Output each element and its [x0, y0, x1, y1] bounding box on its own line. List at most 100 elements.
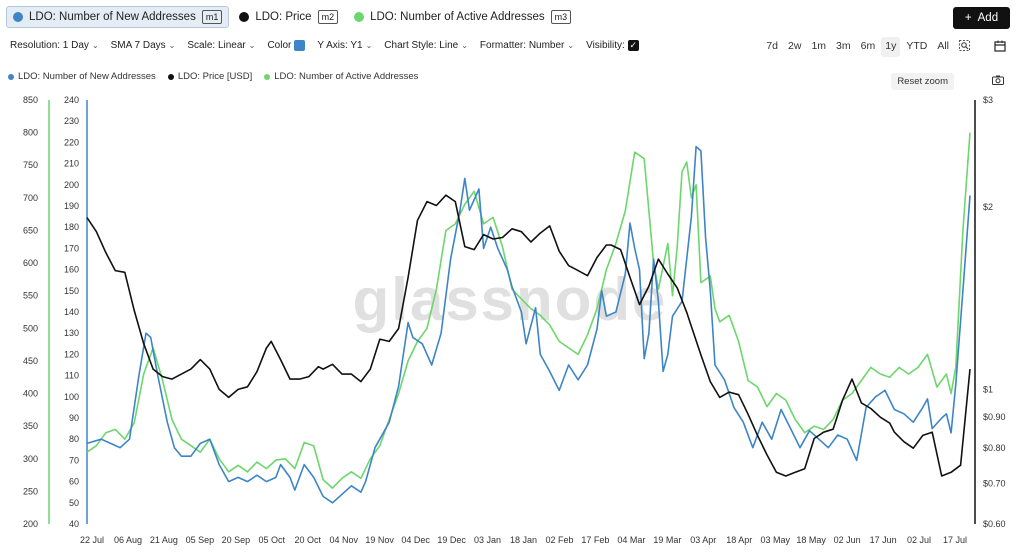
x-tick-label: 20 Sep: [222, 535, 251, 545]
y-tick-new: 90: [69, 413, 79, 423]
metric-tab-label: LDO: Number of New Addresses: [29, 11, 196, 23]
series-line-price: [86, 194, 971, 477]
y-tick-price: $0.60: [983, 519, 1006, 529]
y-tick-new: 190: [64, 201, 79, 211]
y-tick-new: 100: [64, 392, 79, 402]
legend-label: LDO: Number of New Addresses: [18, 71, 156, 82]
y-tick-active: 400: [23, 389, 38, 399]
y-tick-active: 700: [23, 193, 38, 203]
chart-style-dropdown[interactable]: Chart Style: Line ⌄: [384, 40, 468, 51]
x-tick-label: 05 Oct: [259, 535, 286, 545]
metric-tab-price[interactable]: LDO: Price m2: [233, 6, 344, 28]
legend-dot: [8, 73, 14, 80]
y-tick-active: 450: [23, 356, 38, 366]
x-tick-label: 22 Jul: [80, 535, 104, 545]
chevron-down-icon: ⌄: [248, 41, 256, 50]
y-tick-active: 200: [23, 519, 38, 529]
legend-dot: [167, 73, 174, 80]
y-tick-new: 130: [64, 328, 79, 338]
range-1y[interactable]: 1y: [881, 37, 901, 57]
y-tick-active: 850: [23, 95, 38, 105]
color-picker[interactable]: Color: [267, 40, 306, 51]
y-tick-active: 600: [23, 258, 38, 268]
x-tick-label: 18 Apr: [726, 535, 752, 545]
y-tick-active: 350: [23, 421, 38, 431]
x-tick-label: 03 Apr: [690, 535, 716, 545]
scale-dropdown[interactable]: Scale: Linear ⌄: [187, 40, 255, 51]
y-tick-new: 60: [69, 477, 79, 487]
metric-badge: m1: [201, 10, 223, 24]
metric-color-dot: [13, 12, 23, 22]
calendar-icon[interactable]: [994, 40, 1006, 52]
y-tick-active: 300: [23, 454, 38, 464]
y-tick-price: $3: [983, 95, 993, 105]
y-tick-active: 750: [23, 160, 38, 170]
y-tick-active: 550: [23, 291, 38, 301]
y-tick-new: 150: [64, 286, 79, 296]
y-axis-dropdown[interactable]: Y Axis: Y1 ⌄: [317, 40, 372, 51]
resolution-dropdown[interactable]: Resolution: 1 Day ⌄: [10, 40, 99, 51]
metric-badge: m3: [550, 10, 572, 24]
chart-legend: LDO: Number of New Addresses LDO: Price …: [8, 71, 418, 82]
range-6m[interactable]: 6m: [860, 40, 876, 52]
range-2w[interactable]: 2w: [788, 40, 802, 52]
y-tick-new: 50: [69, 498, 79, 508]
formatter-label: Formatter: Number: [479, 40, 565, 51]
x-tick-label: 18 May: [796, 535, 826, 545]
x-tick-label: 19 Nov: [365, 535, 394, 545]
x-tick-label: 03 May: [760, 535, 790, 545]
x-tick-label: 02 Feb: [545, 535, 573, 545]
metric-tab-label: LDO: Number of Active Addresses: [370, 11, 545, 23]
x-tick-label: 05 Sep: [186, 535, 215, 545]
range-3m[interactable]: 3m: [836, 40, 851, 52]
chart-area: glassnode 200250300350400450500550600650…: [23, 95, 1006, 545]
legend-item-new-addresses[interactable]: LDO: Number of New Addresses: [8, 71, 156, 82]
metric-tabs: LDO: Number of New Addresses m1 LDO: Pri…: [6, 6, 577, 28]
reset-zoom-button[interactable]: Reset zoom: [891, 73, 954, 90]
color-swatch: [294, 40, 306, 51]
y-tick-active: 800: [23, 128, 38, 138]
chevron-down-icon: ⌄: [461, 41, 468, 50]
zoom-search-icon[interactable]: [955, 37, 974, 57]
y-tick-new: 160: [64, 265, 79, 275]
y-tick-new: 170: [64, 243, 79, 253]
x-tick-label: 17 Jul: [943, 535, 967, 545]
series-line-active: [86, 132, 971, 489]
series-line-new: [86, 145, 971, 504]
metric-color-dot: [239, 12, 250, 22]
y-tick-active: 650: [23, 225, 38, 235]
range-ytd[interactable]: YTD: [906, 40, 928, 52]
x-tick-label: 20 Oct: [294, 535, 321, 545]
formatter-dropdown[interactable]: Formatter: Number ⌄: [480, 40, 574, 51]
metric-tab-label: LDO: Price: [255, 11, 312, 23]
sma-dropdown[interactable]: SMA 7 Days ⌄: [111, 40, 176, 51]
legend-item-active-addresses[interactable]: LDO: Number of Active Addresses: [264, 71, 418, 82]
legend-item-price[interactable]: LDO: Price [USD]: [167, 71, 253, 82]
y-tick-active: 500: [23, 323, 38, 333]
metric-tab-active-addresses[interactable]: LDO: Number of Active Addresses m3: [348, 6, 577, 28]
y-tick-price: $0.80: [983, 443, 1006, 453]
x-tick-label: 17 Feb: [581, 535, 609, 545]
y-tick-new: 220: [64, 137, 79, 147]
add-button[interactable]: + Add: [953, 7, 1010, 29]
plus-icon: +: [964, 12, 972, 24]
y-tick-new: 230: [64, 116, 79, 126]
y-tick-new: 210: [64, 159, 79, 169]
legend-dot: [264, 73, 271, 80]
range-1m[interactable]: 1m: [811, 40, 827, 52]
visibility-toggle[interactable]: Visibility: ✓: [586, 40, 639, 51]
legend-label: LDO: Price [USD]: [177, 71, 253, 82]
y-tick-new: 120: [64, 349, 79, 359]
y-tick-new: 240: [64, 95, 79, 105]
metric-tab-new-addresses[interactable]: LDO: Number of New Addresses m1: [6, 6, 230, 28]
x-tick-label: 18 Jan: [510, 535, 537, 545]
range-7d[interactable]: 7d: [766, 40, 779, 52]
chevron-down-icon: ⌄: [567, 41, 575, 50]
chevron-down-icon: ⌄: [168, 41, 176, 50]
color-label: Color: [267, 40, 292, 51]
resolution-label: Resolution: 1 Day: [10, 40, 89, 51]
range-all[interactable]: All: [937, 40, 949, 52]
checkbox-checked-icon: ✓: [627, 40, 639, 51]
camera-icon[interactable]: [992, 75, 1004, 85]
y-axis-label: Y Axis: Y1: [317, 40, 363, 51]
